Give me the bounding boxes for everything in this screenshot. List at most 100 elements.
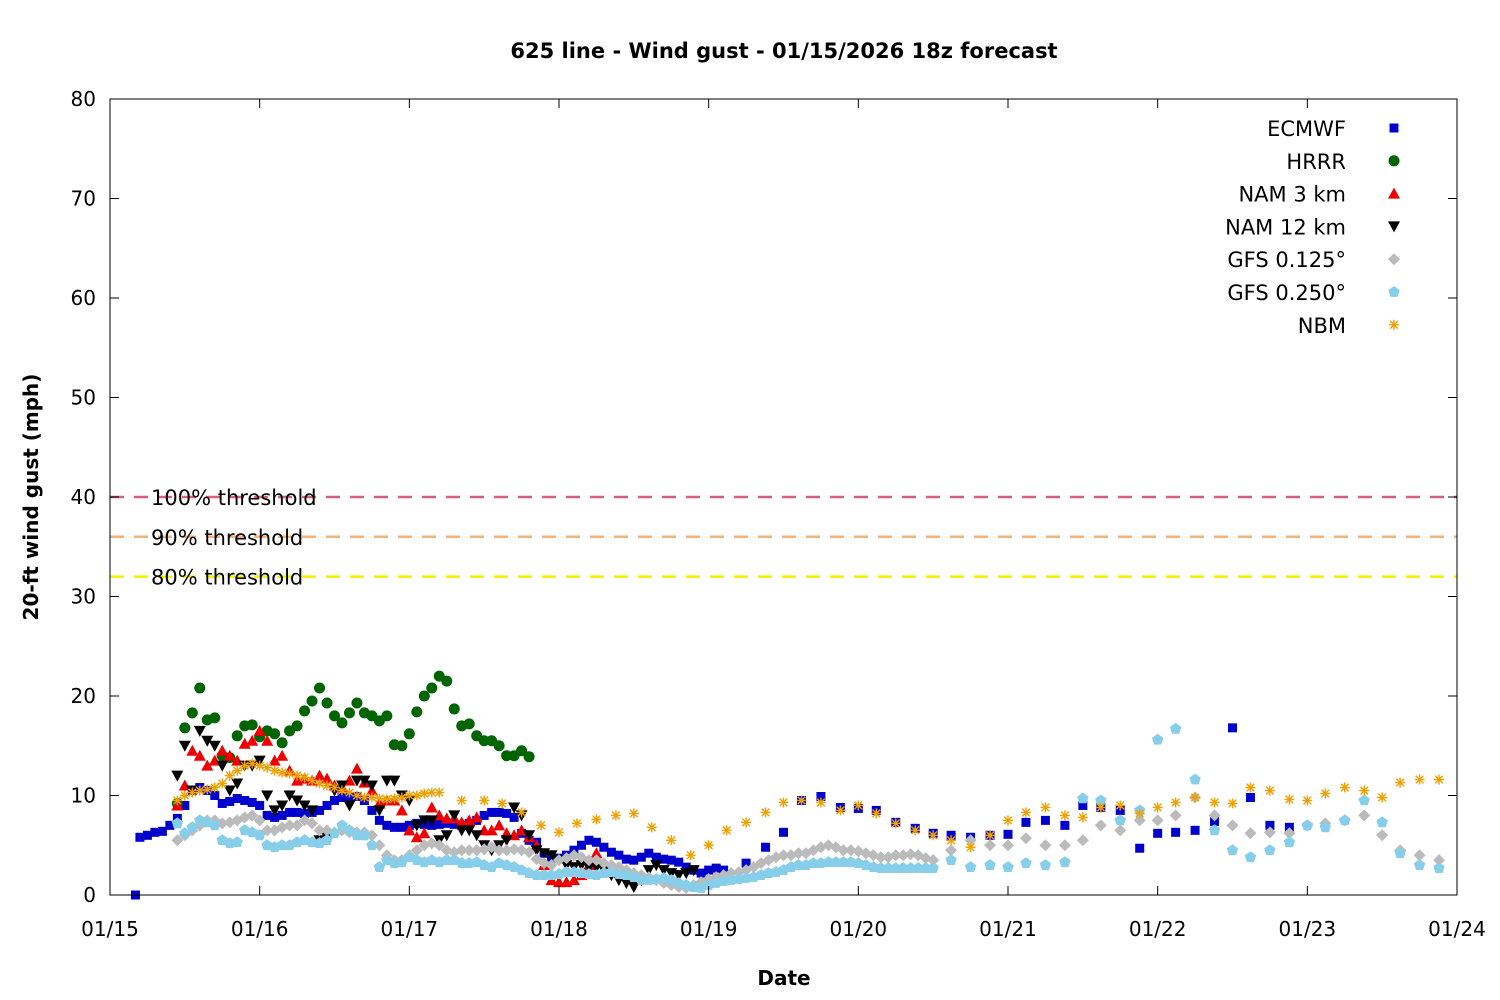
data-point-gfs-0-125 [1058, 839, 1071, 852]
data-point-ecmwf [479, 810, 489, 820]
data-point-ecmwf [270, 812, 280, 822]
data-point-gfs-0-125 [500, 844, 513, 857]
series-gfs-0-125 [171, 791, 1446, 895]
threshold-lines: 100% threshold 90% threshold 80% threshold [110, 486, 1457, 590]
data-point-nbm [628, 808, 639, 819]
data-point-ecmwf [389, 822, 399, 832]
data-point-nbm [262, 762, 273, 773]
data-point-gfs-0-250 [231, 836, 243, 848]
x-tick-label: 01/20 [830, 917, 888, 941]
data-point-nbm [344, 787, 355, 798]
data-point-gfs-0-250 [538, 869, 550, 880]
data-point-nbm [946, 835, 957, 846]
series-hrrr [171, 670, 535, 809]
data-point-nam-12-km [283, 790, 296, 802]
data-point-gfs-0-125 [246, 809, 259, 822]
data-point-nam-12-km [178, 740, 191, 752]
data-point-gfs-0-250 [1283, 836, 1296, 848]
x-tick-label: 01/21 [979, 917, 1037, 941]
data-point-gfs-0-125 [410, 844, 423, 857]
data-point-nbm [224, 770, 235, 781]
data-point-gfs-0-125 [1039, 839, 1052, 852]
data-point-nbm [497, 798, 508, 809]
data-point-hrrr [269, 728, 281, 740]
data-point-nbm [374, 793, 385, 804]
data-point-gfs-0-250 [945, 854, 957, 865]
data-point-nbm [1414, 774, 1425, 785]
data-point-gfs-0-125 [1151, 814, 1164, 827]
data-point-nbm [1115, 800, 1126, 811]
data-point-nam-12-km [463, 825, 476, 837]
data-point-nam-3-km [567, 874, 580, 886]
data-point-gfs-0-125 [523, 846, 536, 859]
data-point-nam-12-km [268, 805, 281, 817]
x-tick-label: 01/19 [680, 917, 738, 941]
data-point-ecmwf [157, 826, 167, 836]
data-point-nbm [554, 827, 564, 838]
y-axis-ticks: 0 10 20 30 40 50 60 70 80 [71, 87, 1457, 907]
data-point-ecmwf [584, 835, 594, 845]
data-point-ecmwf [262, 810, 272, 820]
data-point-hrrr [321, 697, 333, 709]
data-point-nam-12-km [193, 725, 206, 737]
data-point-nbm [778, 797, 789, 808]
data-point-nbm [419, 788, 430, 799]
data-point-ecmwf [449, 819, 459, 829]
data-point-hrrr [299, 705, 311, 717]
data-point-nam-12-km [672, 870, 685, 882]
data-point-nbm [516, 807, 527, 818]
data-point-ecmwf [494, 807, 504, 817]
data-point-gfs-0-250 [1301, 819, 1313, 831]
threshold-label: 90% threshold [151, 526, 303, 550]
data-point-gfs-0-250 [1077, 792, 1089, 804]
data-point-gfs-0-250 [1226, 844, 1239, 856]
data-point-nbm [835, 805, 846, 816]
y-tick-label: 50 [71, 386, 96, 410]
data-point-ecmwf [255, 800, 265, 810]
data-point-nbm [217, 778, 228, 789]
data-point-nbm [336, 785, 347, 796]
data-point-ecmwf [591, 837, 601, 847]
data-point-nbm [965, 842, 976, 853]
data-point-gfs-0-250 [441, 854, 453, 865]
data-point-nbm [269, 765, 280, 776]
data-point-nbm [426, 787, 437, 798]
data-point-ecmwf [382, 820, 392, 830]
data-point-nbm [760, 807, 771, 818]
data-point-gfs-0-125 [1358, 809, 1371, 822]
data-point-gfs-0-250 [927, 862, 939, 873]
data-point-gfs-0-125 [508, 843, 521, 856]
data-point-gfs-0-250 [186, 821, 198, 833]
data-point-nbm [389, 793, 400, 804]
data-point-gfs-0-250 [912, 862, 924, 873]
data-point-nam-3-km [590, 847, 603, 859]
y-tick-label: 10 [71, 784, 96, 808]
data-point-hrrr [343, 707, 355, 719]
data-point-gfs-0-125 [463, 844, 476, 857]
data-point-hrrr [396, 740, 408, 752]
data-point-hrrr [186, 707, 198, 719]
data-point-nbm [1040, 802, 1051, 813]
data-point-nbm [292, 770, 303, 781]
data-point-gfs-0-250 [807, 857, 820, 868]
data-point-gfs-0-250 [1376, 816, 1388, 828]
data-point-nam-12-km [276, 800, 289, 812]
data-point-nam-12-km [530, 845, 543, 857]
data-point-gfs-0-250 [351, 829, 363, 841]
data-point-ecmwf [704, 865, 714, 875]
data-point-ecmwf [621, 854, 631, 864]
legend-label-nbm: NBM [1298, 314, 1346, 338]
data-point-ecmwf [292, 807, 302, 817]
data-point-nam-12-km [388, 775, 401, 787]
data-point-nbm [1302, 795, 1313, 806]
data-point-nbm [1320, 788, 1331, 799]
x-tick-label: 01/15 [81, 917, 139, 941]
data-point-gfs-0-250 [792, 859, 805, 870]
data-point-nbm [329, 782, 340, 793]
data-point-gfs-0-125 [792, 847, 805, 860]
data-point-nam-3-km [313, 769, 326, 781]
data-point-nam-12-km [298, 800, 311, 812]
data-point-ecmwf [1060, 820, 1070, 830]
data-point-nbm [1395, 777, 1406, 788]
y-tick-label: 0 [83, 883, 96, 907]
